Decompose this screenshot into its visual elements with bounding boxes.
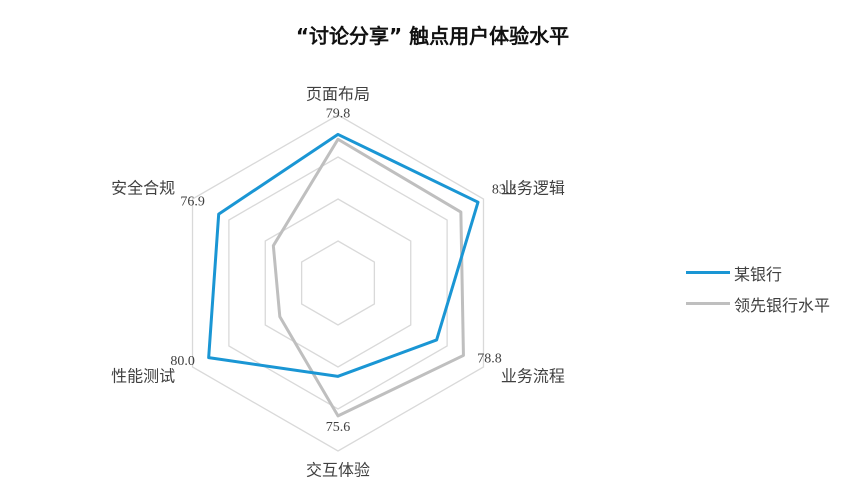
grid-ring-4	[191, 114, 485, 452]
data-labels: 79.8 83.3 78.8 75.6 80.0 76.9	[170, 107, 516, 435]
axis-label-1: 页面布局	[306, 85, 370, 104]
data-label-1: 79.8	[326, 107, 351, 122]
legend-item-series-2: 领先银行水平	[686, 288, 830, 319]
legend-swatch-series-1	[686, 271, 730, 274]
axis-label-5: 性能测试	[111, 367, 175, 386]
legend-swatch-series-2	[686, 302, 730, 305]
grid-ring-1	[300, 240, 376, 326]
series-line-2	[271, 137, 465, 418]
data-label-3: 78.8	[477, 352, 502, 367]
radar-grid	[191, 114, 485, 452]
data-label-4: 75.6	[326, 420, 351, 435]
legend-label-series-2: 领先银行水平	[734, 295, 831, 315]
data-label-6: 76.9	[180, 194, 205, 209]
legend-item-series-1: 某银行	[686, 257, 830, 288]
grid-ring-2	[264, 198, 412, 368]
axis-label-2: 业务逻辑	[501, 179, 565, 198]
axis-label-3: 业务流程	[501, 367, 565, 386]
chart-title: “讨论分享” 触点用户体验水平	[295, 24, 570, 48]
radar-series	[207, 132, 480, 418]
axis-label-6: 安全合规	[111, 179, 175, 198]
grid-ring-3	[228, 156, 448, 410]
series-line-1	[207, 132, 480, 378]
data-label-5: 80.0	[170, 354, 195, 369]
data-label-2: 83.3	[492, 182, 517, 197]
axis-label-4: 交互体验	[306, 461, 370, 480]
legend: 某银行 领先银行水平	[686, 257, 830, 319]
legend-label-series-1: 某银行	[734, 264, 783, 284]
